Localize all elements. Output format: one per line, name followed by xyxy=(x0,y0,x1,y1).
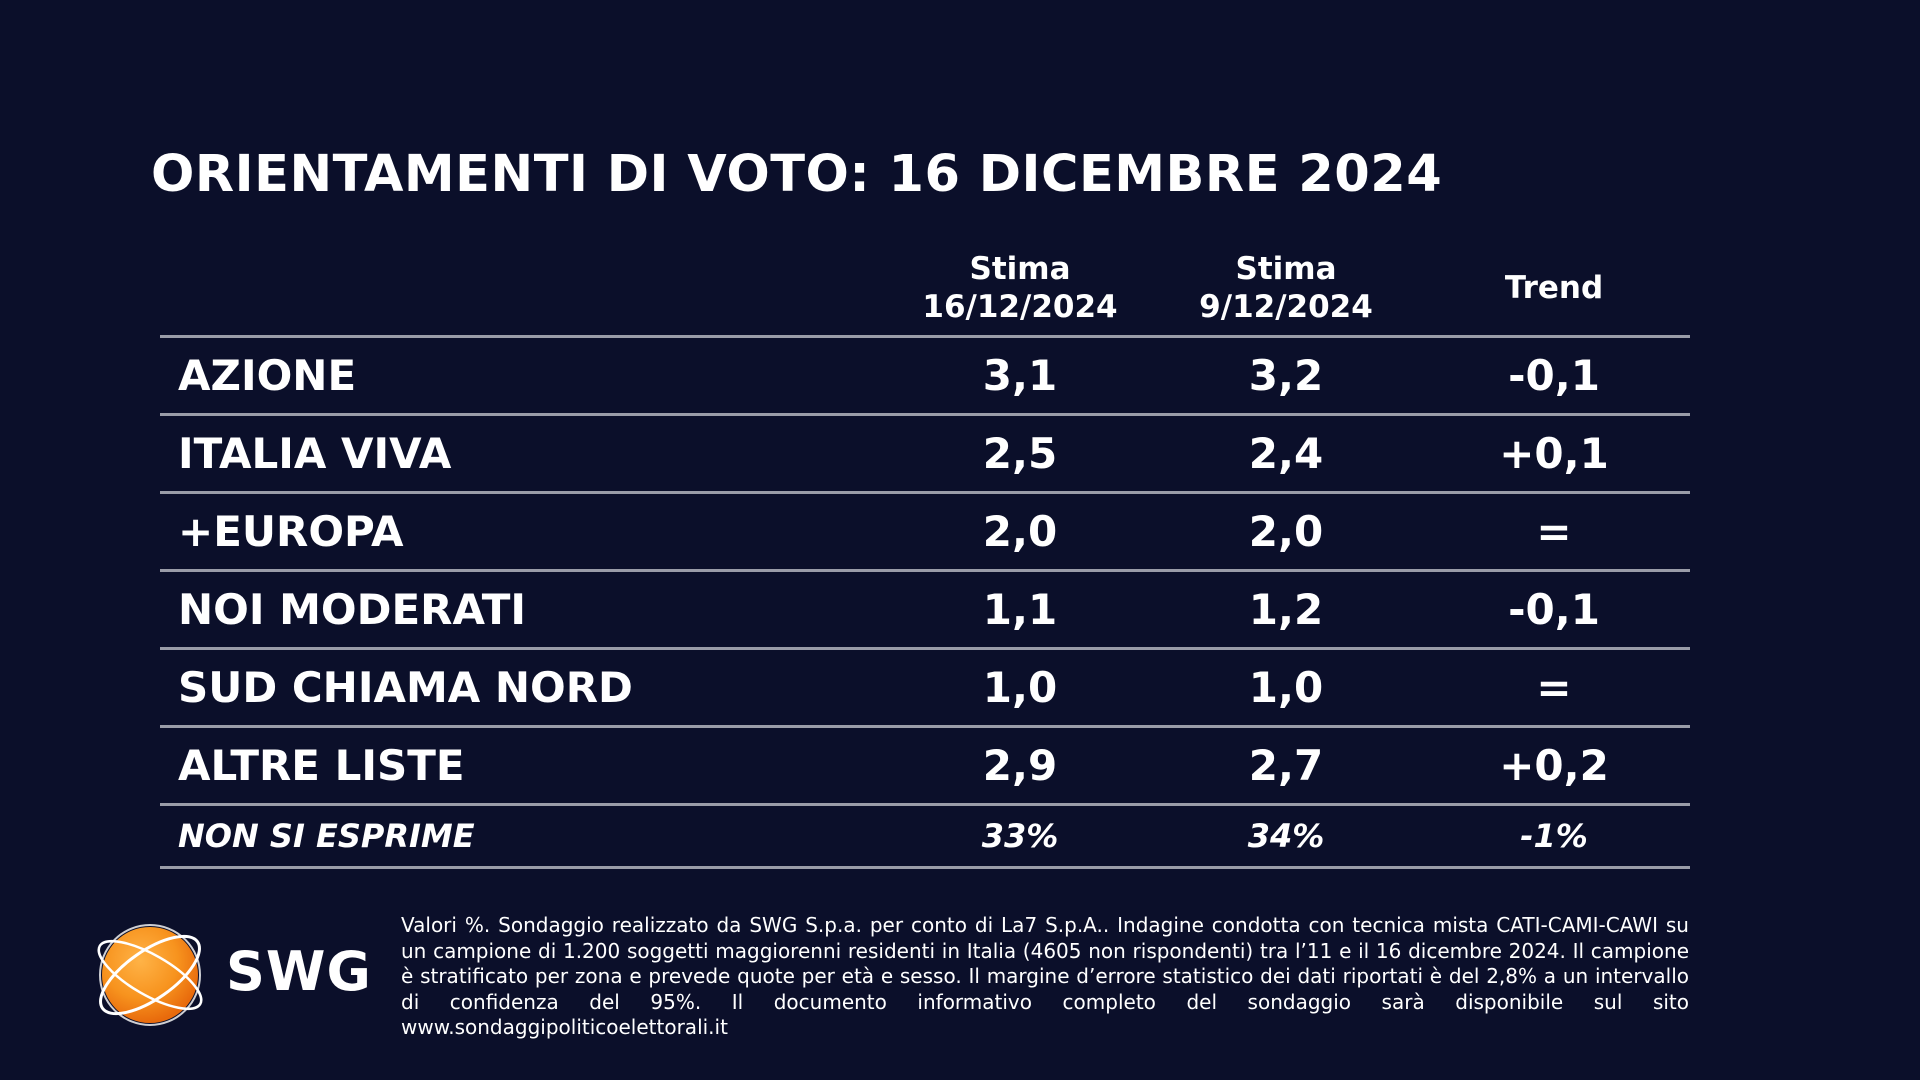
non-si-esprime-label: NON SI ESPRIME xyxy=(178,817,475,855)
value-trend: +0,2 xyxy=(1499,741,1609,790)
value-previous: 2,0 xyxy=(1248,507,1324,556)
header-estimate-current-date: 16/12/2024 xyxy=(922,288,1118,325)
party-name: ITALIA VIVA xyxy=(178,429,452,478)
value-previous: 2,7 xyxy=(1248,741,1324,790)
table-row: AZIONE 3,1 3,2 -0,1 xyxy=(160,338,1690,416)
value-previous: 1,2 xyxy=(1248,585,1324,634)
value-trend: = xyxy=(1536,663,1572,712)
swg-logo-text: SWG xyxy=(226,940,372,1003)
swg-logo xyxy=(97,924,203,1026)
table-row: ITALIA VIVA 2,5 2,4 +0,1 xyxy=(160,416,1690,494)
value-previous: 34% xyxy=(1247,817,1325,855)
party-name: SUD CHIAMA NORD xyxy=(178,663,633,712)
value-current: 1,0 xyxy=(982,663,1058,712)
value-previous: 2,4 xyxy=(1248,429,1324,478)
header-trend-label: Trend xyxy=(1504,269,1604,306)
value-current: 2,5 xyxy=(982,429,1058,478)
header-estimate-previous-label: Stima xyxy=(1235,250,1337,287)
value-trend: -0,1 xyxy=(1508,585,1600,634)
header-estimate-previous: Stima 9/12/2024 xyxy=(1126,240,1446,335)
value-previous: 1,0 xyxy=(1248,663,1324,712)
value-trend: -1% xyxy=(1520,817,1588,855)
methodology-footnote: Valori %. Sondaggio realizzato da SWG S.… xyxy=(401,913,1689,1039)
party-name: ALTRE LISTE xyxy=(178,741,465,790)
value-trend: +0,1 xyxy=(1499,429,1609,478)
table-header: Stima 16/12/2024 Stima 9/12/2024 Trend xyxy=(160,240,1690,338)
value-current: 33% xyxy=(981,817,1059,855)
orange-globe-icon xyxy=(97,924,203,1026)
value-current: 3,1 xyxy=(982,351,1058,400)
value-trend: = xyxy=(1536,507,1572,556)
value-current: 2,0 xyxy=(982,507,1058,556)
value-trend: -0,1 xyxy=(1508,351,1600,400)
party-name: +EUROPA xyxy=(178,507,404,556)
table-row: ALTRE LISTE 2,9 2,7 +0,2 xyxy=(160,728,1690,806)
value-current: 1,1 xyxy=(982,585,1058,634)
party-name: NOI MODERATI xyxy=(178,585,527,634)
table-row-non-si-esprime: NON SI ESPRIME 33% 34% -1% xyxy=(160,806,1690,869)
poll-table: Stima 16/12/2024 Stima 9/12/2024 Trend A… xyxy=(160,240,1690,869)
header-estimate-current-label: Stima xyxy=(969,250,1071,287)
table-row: SUD CHIAMA NORD 1,0 1,0 = xyxy=(160,650,1690,728)
value-current: 2,9 xyxy=(982,741,1058,790)
page-title: ORIENTAMENTI DI VOTO: 16 DICEMBRE 2024 xyxy=(151,145,1443,204)
header-estimate-current: Stima 16/12/2024 xyxy=(860,240,1180,335)
header-trend: Trend xyxy=(1394,240,1714,335)
table-row: NOI MODERATI 1,1 1,2 -0,1 xyxy=(160,572,1690,650)
header-estimate-previous-date: 9/12/2024 xyxy=(1199,288,1373,325)
party-name: AZIONE xyxy=(178,351,357,400)
value-previous: 3,2 xyxy=(1248,351,1324,400)
table-row: +EUROPA 2,0 2,0 = xyxy=(160,494,1690,572)
